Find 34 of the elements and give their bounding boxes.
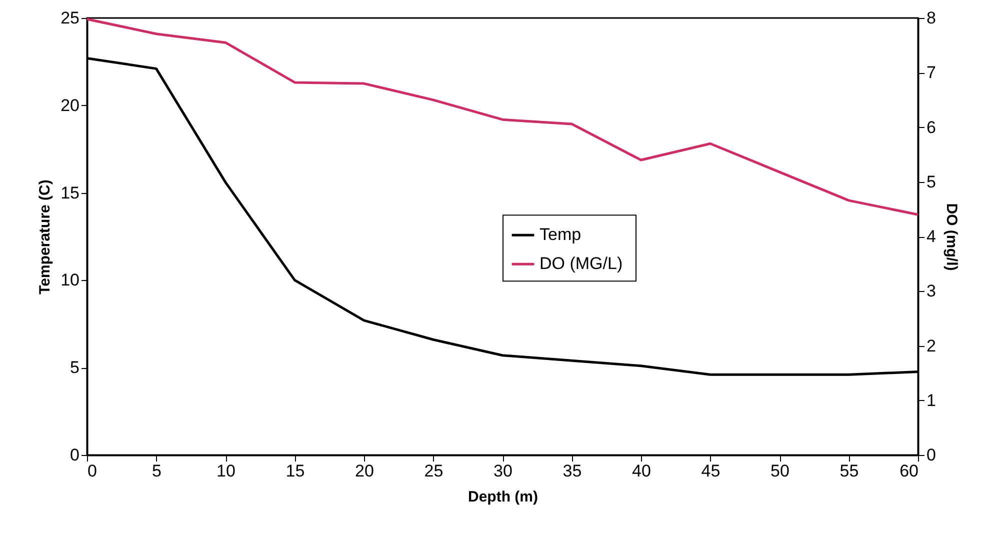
legend-label: Temp (540, 225, 582, 244)
y-tick-label: 10 (60, 270, 80, 290)
x-tick-label: 50 (770, 462, 790, 480)
y2-tick-label: 2 (926, 336, 936, 356)
legend-label: DO (MG/L) (540, 254, 623, 274)
x-tick-label: 5 (152, 462, 162, 480)
x-tick-label: 60 (900, 462, 918, 480)
x-tick-label: 55 (840, 462, 859, 480)
y-axis-title: Temperature (C) (36, 180, 54, 294)
y2-tick-label: 1 (926, 390, 936, 410)
x-tick-label: 35 (562, 462, 582, 480)
y2-tick-label: 8 (926, 8, 936, 28)
x-tick-label: 25 (424, 462, 444, 480)
y-tick-label: 15 (60, 183, 80, 202)
line-series (86, 18, 920, 216)
x-tick-label: 40 (632, 462, 651, 480)
y2-tick-label: 4 (926, 227, 936, 246)
x-tick-label: 0 (88, 462, 97, 480)
y-tick-label: 25 (60, 8, 80, 28)
x-tick-label: 10 (216, 462, 236, 480)
y2-tick-label: 6 (926, 118, 936, 137)
y2-tick-label: 3 (926, 282, 936, 301)
y-tick-label: 0 (70, 446, 80, 464)
y2-tick-label: 0 (926, 446, 936, 464)
x-tick-label: 45 (701, 462, 720, 480)
y-tick-label: 20 (60, 96, 80, 115)
x-tick-label: 30 (494, 462, 512, 480)
y2-tick-label: 7 (926, 63, 936, 82)
y-tick-label: 5 (70, 358, 80, 378)
x-axis-title: Depth (m) (468, 488, 538, 506)
y2-tick-label: 5 (926, 172, 936, 192)
x-tick-label: 15 (286, 462, 305, 480)
x-tick-label: 20 (355, 462, 374, 480)
y2-axis-title: DO (mg/l) (942, 203, 960, 271)
